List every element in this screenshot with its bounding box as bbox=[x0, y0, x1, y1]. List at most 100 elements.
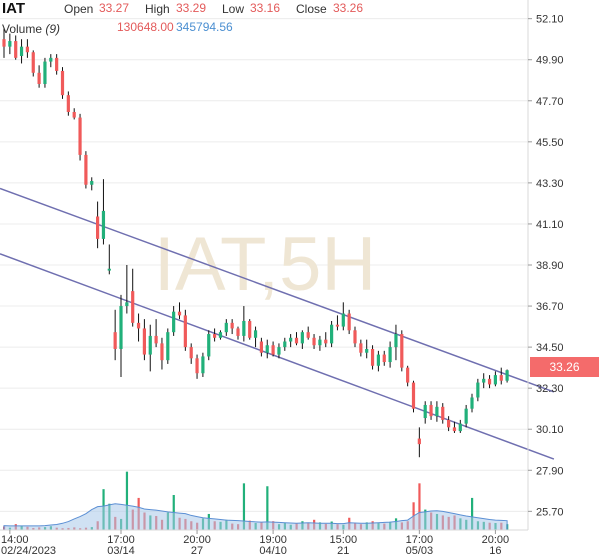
candle-body bbox=[441, 406, 445, 420]
watermark: IAT,5H bbox=[154, 222, 376, 307]
x-tick-time: 17:00 bbox=[107, 534, 135, 546]
candle-body bbox=[148, 335, 152, 355]
x-tick-date: 21 bbox=[337, 545, 349, 557]
candle-body bbox=[142, 328, 146, 355]
candle-body bbox=[283, 341, 287, 348]
candle-body bbox=[394, 334, 398, 348]
candle-body bbox=[154, 335, 158, 344]
symbol-label: IAT bbox=[2, 0, 26, 17]
y-tick-label: 30.10 bbox=[536, 424, 564, 436]
candle-body bbox=[31, 52, 35, 73]
candle-body bbox=[113, 332, 117, 349]
candles bbox=[2, 27, 509, 458]
candle-body bbox=[160, 343, 164, 361]
candle-body bbox=[458, 423, 462, 432]
channel-line bbox=[0, 187, 555, 393]
candle-body bbox=[271, 345, 275, 355]
candle-body bbox=[382, 354, 386, 363]
y-tick-label: 49.90 bbox=[536, 55, 564, 67]
candle-body bbox=[335, 324, 340, 327]
x-tick-time: 20:00 bbox=[183, 534, 211, 546]
candle-body bbox=[289, 337, 293, 342]
candle-body bbox=[423, 404, 427, 419]
candle-body bbox=[487, 378, 492, 385]
y-tick-label: 43.30 bbox=[536, 178, 564, 190]
candle-body bbox=[201, 356, 205, 374]
low-value: 33.16 bbox=[250, 1, 281, 15]
volume-bar bbox=[471, 497, 474, 530]
high-label: High bbox=[145, 2, 170, 16]
candle-body bbox=[131, 291, 135, 323]
candle-body bbox=[230, 322, 234, 329]
candle-body bbox=[2, 39, 6, 47]
candle-body bbox=[277, 347, 281, 355]
candle-body bbox=[493, 375, 497, 385]
candle-body bbox=[218, 332, 223, 338]
candle-body bbox=[177, 311, 182, 316]
y-tick-label: 52.10 bbox=[536, 14, 564, 26]
candle-body bbox=[341, 313, 345, 327]
last-price-label: 33.26 bbox=[530, 357, 599, 377]
candle-body bbox=[294, 337, 299, 344]
candle-body bbox=[183, 315, 187, 348]
candle-body bbox=[359, 343, 363, 353]
candle-body bbox=[464, 408, 468, 424]
candle-body bbox=[84, 154, 88, 185]
candle-body bbox=[90, 181, 94, 185]
candle-body bbox=[452, 427, 457, 432]
candle-body bbox=[447, 419, 451, 428]
y-tick-label: 38.90 bbox=[536, 260, 564, 272]
candle-body bbox=[78, 117, 82, 155]
candle-body bbox=[195, 358, 199, 374]
candle-body bbox=[101, 210, 106, 239]
y-tick-label: 45.50 bbox=[536, 137, 564, 149]
candle-body bbox=[19, 46, 24, 56]
volume-bar bbox=[266, 486, 269, 530]
candle-body bbox=[119, 306, 123, 349]
candle-body bbox=[14, 41, 18, 58]
y-tick-label: 25.70 bbox=[536, 506, 564, 518]
high-value: 33.29 bbox=[176, 1, 207, 15]
x-tick-time: 14:00 bbox=[1, 534, 29, 546]
volume-period: (9) bbox=[45, 22, 61, 36]
candle-body bbox=[318, 339, 322, 346]
candle-body bbox=[125, 302, 129, 307]
x-tick-date: 04/10 bbox=[259, 545, 287, 557]
candle-body bbox=[8, 41, 12, 47]
volume-ma-area bbox=[3, 503, 508, 531]
y-tick-label: 36.70 bbox=[536, 301, 564, 313]
candle-body bbox=[324, 339, 328, 344]
candle-body bbox=[107, 268, 111, 271]
candle-body bbox=[499, 375, 503, 381]
candle-body bbox=[411, 382, 416, 409]
open-label: Open bbox=[64, 2, 94, 16]
candle-body bbox=[306, 332, 310, 338]
candle-body bbox=[365, 348, 369, 353]
x-tick-date: 16 bbox=[489, 545, 501, 557]
x-tick-date: 27 bbox=[191, 545, 203, 557]
candle-body bbox=[60, 70, 65, 96]
x-tick-time: 15:00 bbox=[330, 534, 358, 546]
candle-body bbox=[96, 216, 100, 239]
candle-body bbox=[236, 328, 240, 336]
candle-body bbox=[312, 337, 316, 346]
x-tick-date: 05/03 bbox=[406, 545, 434, 557]
candle-body bbox=[43, 61, 47, 84]
volume-bar bbox=[125, 471, 129, 530]
low-label: Low bbox=[222, 2, 245, 16]
candle-body bbox=[505, 370, 509, 381]
open-value: 33.27 bbox=[99, 1, 130, 15]
candle-body bbox=[265, 345, 269, 353]
x-axis: 14:0002/24/202317:0003/1420:002719:0004/… bbox=[1, 530, 509, 557]
candle-body bbox=[207, 334, 211, 357]
y-tick-label: 47.70 bbox=[536, 96, 564, 108]
volume-label: Volume (9) bbox=[2, 22, 60, 36]
candle-body bbox=[376, 354, 380, 366]
candle-body bbox=[470, 397, 474, 409]
x-tick-time: 19:00 bbox=[259, 534, 287, 546]
close-value: 33.26 bbox=[333, 1, 364, 15]
y-tick-label: 41.10 bbox=[536, 219, 564, 231]
candle-body bbox=[248, 320, 252, 338]
volume-label-text: Volume bbox=[2, 22, 43, 36]
